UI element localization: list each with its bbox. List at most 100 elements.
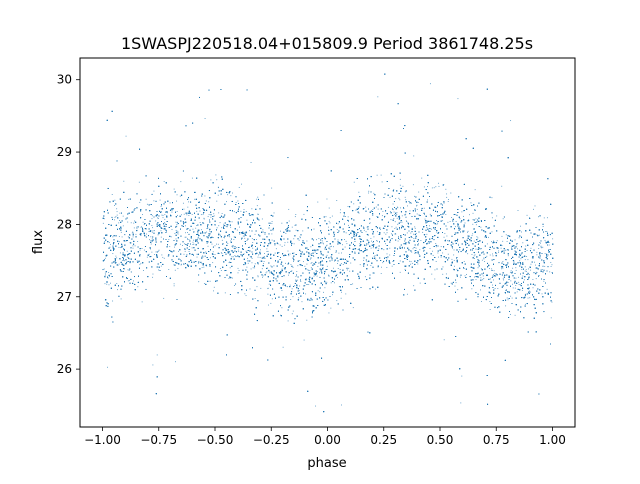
data-point: [538, 216, 539, 218]
data-point: [456, 257, 457, 259]
data-point: [257, 275, 259, 277]
data-point: [339, 212, 341, 214]
data-point: [271, 239, 273, 241]
data-point: [203, 266, 205, 268]
data-point: [130, 271, 132, 273]
data-point: [546, 288, 548, 290]
data-point: [239, 233, 241, 235]
data-point: [474, 189, 476, 191]
data-point: [108, 272, 110, 273]
data-point: [287, 229, 289, 231]
data-point: [543, 280, 545, 282]
data-point: [507, 249, 509, 251]
data-point: [373, 255, 375, 257]
data-point: [229, 261, 231, 263]
data-point: [309, 258, 311, 260]
data-point: [398, 197, 400, 199]
data-point: [124, 260, 125, 262]
data-point: [383, 249, 385, 251]
data-point: [442, 220, 444, 222]
data-point: [226, 201, 227, 203]
data-point: [237, 200, 239, 202]
data-point: [238, 251, 240, 253]
data-point: [326, 265, 328, 267]
data-point: [271, 298, 273, 300]
data-point: [128, 280, 130, 282]
data-point: [464, 222, 466, 224]
data-point: [179, 259, 181, 261]
data-point: [446, 196, 448, 198]
data-point: [434, 278, 436, 280]
data-point: [119, 252, 121, 254]
data-point: [151, 225, 153, 226]
data-point: [443, 236, 445, 238]
data-point: [270, 243, 271, 245]
data-point: [450, 282, 452, 284]
data-point: [498, 251, 500, 253]
data-point: [304, 265, 306, 267]
data-point: [483, 278, 485, 280]
data-point: [132, 247, 134, 249]
data-point: [505, 234, 507, 236]
data-point: [332, 267, 334, 269]
data-point: [291, 270, 293, 272]
data-point: [472, 233, 474, 235]
data-point: [501, 268, 503, 270]
data-point: [183, 213, 185, 215]
data-point: [237, 272, 239, 274]
data-point: [281, 268, 283, 270]
data-point: [540, 242, 541, 244]
data-point: [163, 257, 165, 259]
data-point: [247, 262, 249, 264]
data-point: [137, 241, 139, 242]
data-point: [256, 205, 258, 207]
data-point: [295, 229, 297, 231]
data-point: [510, 280, 512, 282]
data-point: [451, 217, 453, 218]
data-point: [263, 263, 265, 265]
data-point: [533, 208, 534, 210]
data-point: [535, 264, 536, 266]
data-point: [435, 243, 437, 244]
data-point: [116, 283, 118, 285]
data-point: [399, 184, 401, 186]
data-point: [506, 249, 508, 251]
data-point: [143, 223, 145, 225]
data-point: [118, 241, 120, 243]
data-point: [475, 218, 477, 220]
data-point: [337, 223, 339, 225]
data-point: [509, 271, 511, 273]
data-point: [293, 252, 295, 254]
data-point: [158, 217, 159, 219]
data-point: [263, 256, 265, 258]
data-point: [457, 225, 458, 227]
data-point: [313, 228, 315, 230]
data-point: [464, 275, 466, 277]
data-point: [299, 236, 301, 238]
data-point: [514, 287, 516, 289]
data-point: [193, 243, 195, 245]
data-point: [386, 253, 388, 255]
data-point: [482, 275, 484, 277]
data-point: [183, 208, 185, 210]
data-point: [418, 214, 420, 216]
data-point: [322, 242, 324, 244]
data-point: [541, 247, 543, 249]
data-point: [128, 198, 130, 200]
data-point: [431, 273, 433, 275]
data-point: [461, 211, 463, 213]
data-point: [333, 282, 335, 284]
data-point: [540, 246, 542, 248]
data-point: [359, 264, 361, 266]
data-point: [307, 269, 309, 271]
data-point: [152, 227, 154, 229]
data-point: [492, 284, 493, 286]
data-point: [169, 246, 171, 248]
data-point: [424, 214, 425, 216]
data-point: [396, 212, 398, 214]
data-point: [432, 254, 434, 256]
data-point: [118, 222, 120, 224]
data-point: [260, 249, 261, 251]
data-point: [170, 236, 172, 238]
data-point: [345, 216, 346, 217]
